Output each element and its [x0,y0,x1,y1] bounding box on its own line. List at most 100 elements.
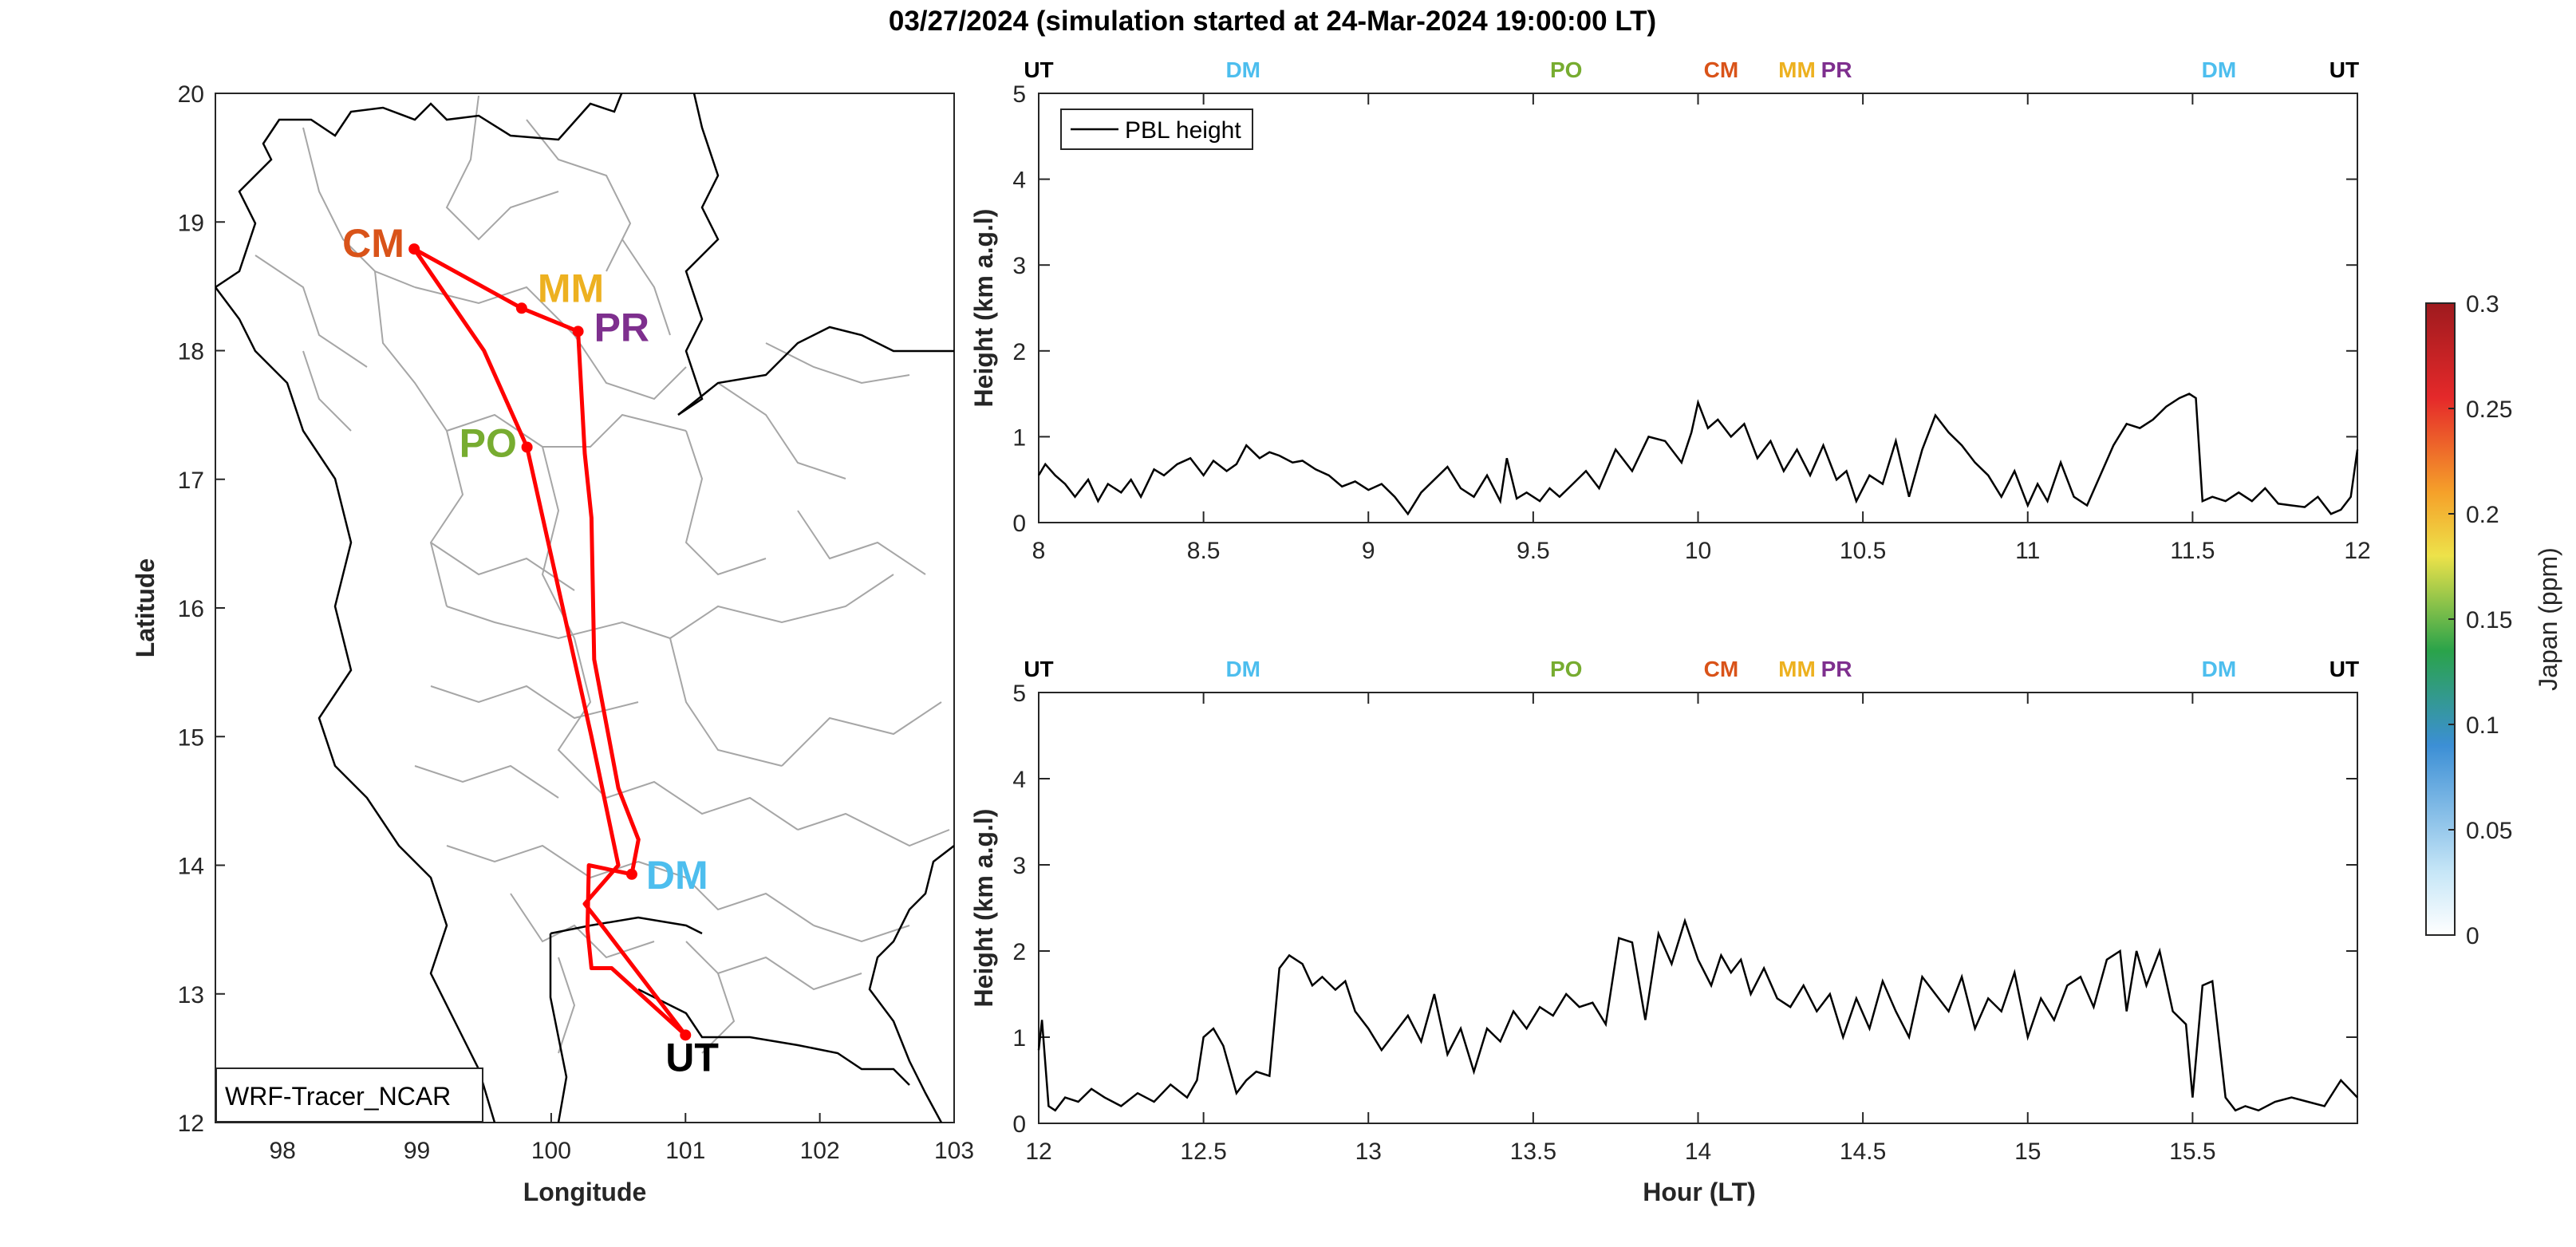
station-marker-pr: PR [1821,57,1852,82]
x-tick-label: 11.5 [2170,538,2215,564]
pbl-top-y-label: Height (km a.g.l) [969,209,998,408]
x-tick-label: 12 [1025,1138,1051,1165]
station-marker-cm: CM [1704,57,1739,82]
map-source-label: WRF-Tracer_NCAR [225,1082,451,1111]
y-tick-label: 5 [1012,681,1026,707]
pbl-top-legend: PBL height [1060,109,1253,150]
x-tick-label: 12 [2344,538,2370,564]
station-label-mm: MM [538,266,604,310]
x-tick-label: 14.5 [1840,1138,1886,1165]
station-label-po: PO [460,420,517,465]
colorbar-tick-label: 0.1 [2466,712,2499,739]
colorbar-tick-label: 0.25 [2466,397,2512,423]
y-tick-label: 3 [1012,253,1026,279]
pbl-bottom-frame [1038,692,2358,1124]
station-label-ut: UT [665,1035,719,1079]
y-tick-label: 0 [1012,1111,1026,1138]
pbl-bottom-station-markers: UT DM PO CM MM PR DM UT [1024,657,2359,681]
x-tick-label: 14 [1685,1138,1711,1165]
x-tick-label: 12.5 [1180,1138,1226,1165]
map-source-box [215,1067,483,1123]
pbl-top-station-markers: UT DM PO CM MM PR DM UT [1024,57,2359,82]
station-point-dm [625,868,637,880]
y-tick-label: 3 [1012,853,1026,879]
colorbar-tick-label: 0 [2466,923,2479,949]
station-point-cm [408,243,420,255]
x-tick-label: 13 [1355,1138,1382,1165]
station-marker-po: PO [1550,657,1582,681]
x-tick-label: 9 [1362,538,1375,564]
y-tick-label: 2 [1012,339,1026,365]
station-marker-po: PO [1550,57,1582,82]
colorbar-label: Japan (ppm) [2534,547,2562,691]
map-x-tick-label: 100 [531,1138,571,1164]
station-point-po [521,441,533,453]
y-tick-label: 4 [1012,767,1026,793]
pbl-bottom-series-line [1037,917,2358,1112]
station-marker-mm: MM [1778,57,1816,82]
map-x-tick-label: 103 [934,1138,974,1164]
map-x-tick-label: 99 [404,1138,430,1164]
station-marker-mm: MM [1778,657,1816,681]
map-y-tick-label: 20 [178,81,204,108]
station-label-cm: CM [342,221,404,266]
map-y-tick-label: 19 [178,210,204,236]
x-tick-label: 15 [2014,1138,2041,1165]
y-tick-label: 1 [1012,424,1026,451]
map-x-label: Longitude [523,1178,647,1206]
legend-entry: PBL height [1125,117,1241,144]
y-tick-label: 1 [1012,1025,1026,1052]
colorbar-tick-label: 0.2 [2466,502,2499,528]
map-frame [215,93,955,1123]
country-borders [215,93,954,1123]
map-y-tick-label: 17 [178,468,204,494]
station-label-dm: DM [646,853,708,898]
station-marker-ut: UT [2329,657,2359,681]
y-tick-label: 2 [1012,939,1026,965]
station-marker-dm: DM [1225,57,1260,82]
station-marker-ut: UT [2329,57,2359,82]
figure-title: 03/27/2024 (simulation started at 24-Mar… [889,6,1656,37]
station-label-pr: PR [594,305,649,349]
station-marker-ut: UT [1024,57,1053,82]
x-tick-label: 15.5 [2169,1138,2215,1165]
station-point-mm [515,302,527,314]
colorbar-tick-label: 0.15 [2466,607,2512,633]
map-y-tick-label: 16 [178,596,204,622]
map-y-tick-label: 15 [178,724,204,751]
station-marker-dm: DM [2202,57,2237,82]
map-y-tick-label: 18 [178,339,204,365]
y-tick-label: 4 [1012,168,1026,194]
map-y-tick-label: 12 [178,1111,204,1137]
y-tick-label: 0 [1012,511,1026,537]
route-line [412,247,688,1037]
colorbar: 0 0.05 0.1 0.15 0.2 0.25 0.3 Japan (ppm) [2425,291,2562,949]
x-tick-label: 10.5 [1840,538,1886,564]
station-point-ut [680,1029,692,1041]
station-marker-ut: UT [1024,657,1053,681]
map-y-label: Latitude [131,558,160,657]
y-tick-label: 5 [1012,81,1026,108]
map-y-tick-label: 14 [178,854,204,880]
x-tick-label: 11 [2015,538,2040,564]
pbl-top-frame [1038,93,2358,523]
map-x-tick-label: 98 [269,1138,295,1164]
station-marker-dm: DM [1225,657,1260,681]
map-x-tick-label: 102 [800,1138,840,1164]
x-tick-label: 9.5 [1517,538,1550,564]
station-marker-pr: PR [1821,657,1852,681]
station-marker-dm: DM [2202,657,2237,681]
x-tick-label: 13.5 [1510,1138,1556,1165]
map-x-tick-label: 101 [665,1138,705,1164]
pbl-top-series-line [1037,393,2359,516]
map-y-ticks: 12 13 14 15 16 17 18 19 20 [178,81,225,1137]
station-marker-cm: CM [1704,657,1739,681]
pbl-bottom-y-label: Height (km a.g.l) [969,809,998,1008]
x-tick-label: 10 [1685,538,1711,564]
